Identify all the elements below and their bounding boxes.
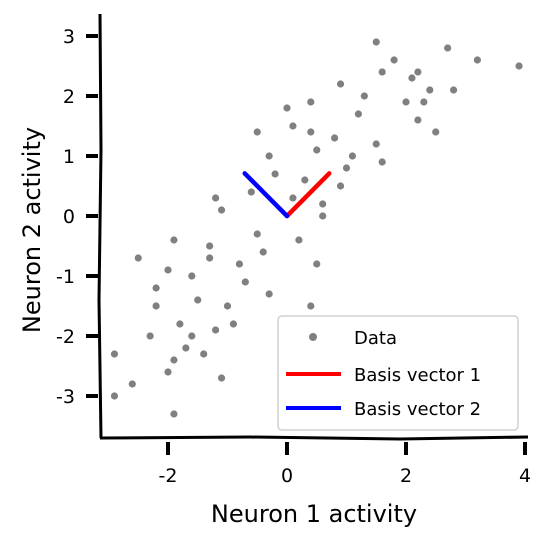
data-point: [270, 169, 280, 179]
data-point: [419, 97, 429, 107]
data-point: [133, 253, 144, 263]
x-axis-label: Neuron 1 activity: [211, 500, 417, 528]
x-tick-label: 2: [400, 465, 412, 487]
y-tick-label: -3: [56, 386, 75, 408]
data-point: [335, 181, 346, 191]
data-point: [216, 373, 227, 383]
data-point: [169, 235, 179, 245]
data-point: [222, 301, 233, 311]
data-point: [228, 319, 239, 329]
y-tick-label: 2: [63, 86, 75, 108]
legend-box: [277, 315, 519, 431]
data-point: [210, 193, 221, 203]
data-points: [109, 37, 524, 419]
data-point: [335, 79, 346, 89]
data-point: [311, 259, 322, 269]
y-axis-label: Neuron 2 activity: [18, 127, 46, 333]
data-point: [169, 355, 179, 365]
data-point: [353, 109, 364, 119]
data-point: [192, 295, 203, 305]
data-point: [127, 379, 138, 389]
legend-label-basis-2: Basis vector 2: [354, 399, 481, 420]
data-point: [288, 121, 298, 131]
data-point: [240, 277, 251, 287]
data-point: [109, 391, 120, 401]
data-point: [371, 139, 382, 149]
data-point: [359, 91, 370, 101]
data-point: [282, 103, 292, 113]
data-point: [311, 145, 322, 155]
data-point: [300, 175, 310, 185]
data-point: [407, 73, 417, 83]
data-point: [371, 37, 382, 47]
data-point: [442, 43, 453, 53]
data-point: [341, 163, 352, 173]
legend-label-basis-1: Basis vector 1: [354, 365, 481, 386]
data-point: [151, 283, 161, 293]
x-tick-label: 0: [281, 465, 293, 487]
data-point: [175, 319, 185, 329]
data-point: [317, 211, 328, 221]
data-point: [430, 127, 441, 137]
y-tick-label: 0: [63, 206, 75, 228]
data-point: [377, 157, 387, 167]
data-point: [109, 349, 120, 359]
y-tick-label: 1: [63, 146, 75, 168]
data-point: [252, 127, 263, 137]
data-point: [424, 85, 435, 95]
data-point: [216, 205, 227, 215]
data-point: [187, 331, 197, 341]
data-point: [264, 289, 274, 299]
data-point: [413, 67, 423, 77]
data-point: [258, 247, 268, 257]
data-point: [347, 151, 358, 161]
data-point: [264, 151, 274, 161]
data-point: [169, 409, 179, 419]
data-point: [163, 367, 173, 377]
data-point: [288, 193, 298, 203]
data-point: [145, 331, 155, 341]
basis-vectors: [242, 171, 332, 219]
data-point: [413, 115, 423, 125]
data-point: [252, 229, 263, 239]
x-tick-label: 4: [519, 465, 531, 487]
data-point: [234, 259, 245, 269]
data-point: [181, 343, 191, 353]
data-point: [377, 67, 387, 77]
legend-label-data: Data: [354, 328, 397, 349]
y-axis-line: [97, 13, 103, 439]
data-point: [151, 301, 161, 311]
data-point: [305, 127, 316, 137]
data-point: [305, 301, 316, 311]
basis-vector-1-line: [284, 171, 332, 219]
data-point: [294, 235, 304, 245]
x-axis-line: [99, 435, 529, 441]
data-point: [448, 85, 459, 95]
y-tick-label: -1: [56, 266, 75, 288]
data-point: [204, 253, 215, 263]
y-axis-ticks: -3 -2 -1 0 1 2 3: [56, 26, 98, 408]
basis-vector-2-line: [242, 171, 290, 219]
x-axis-ticks: -2 0 2 4: [159, 442, 531, 487]
data-point: [317, 199, 328, 209]
data-point: [305, 97, 316, 107]
data-point: [401, 97, 411, 107]
legend-marker-data: [309, 333, 317, 341]
y-tick-label: 3: [63, 26, 75, 48]
legend: Data Basis vector 1 Basis vector 2: [277, 315, 519, 431]
data-point: [246, 187, 257, 197]
x-tick-label: -2: [159, 465, 178, 487]
data-point: [329, 133, 340, 143]
data-point: [210, 325, 221, 335]
data-point: [514, 61, 524, 71]
data-point: [187, 271, 197, 281]
data-point: [472, 55, 483, 65]
y-tick-label: -2: [56, 326, 75, 348]
data-point: [163, 265, 173, 275]
data-point: [389, 55, 399, 65]
data-point: [204, 241, 215, 251]
data-point: [198, 349, 209, 359]
